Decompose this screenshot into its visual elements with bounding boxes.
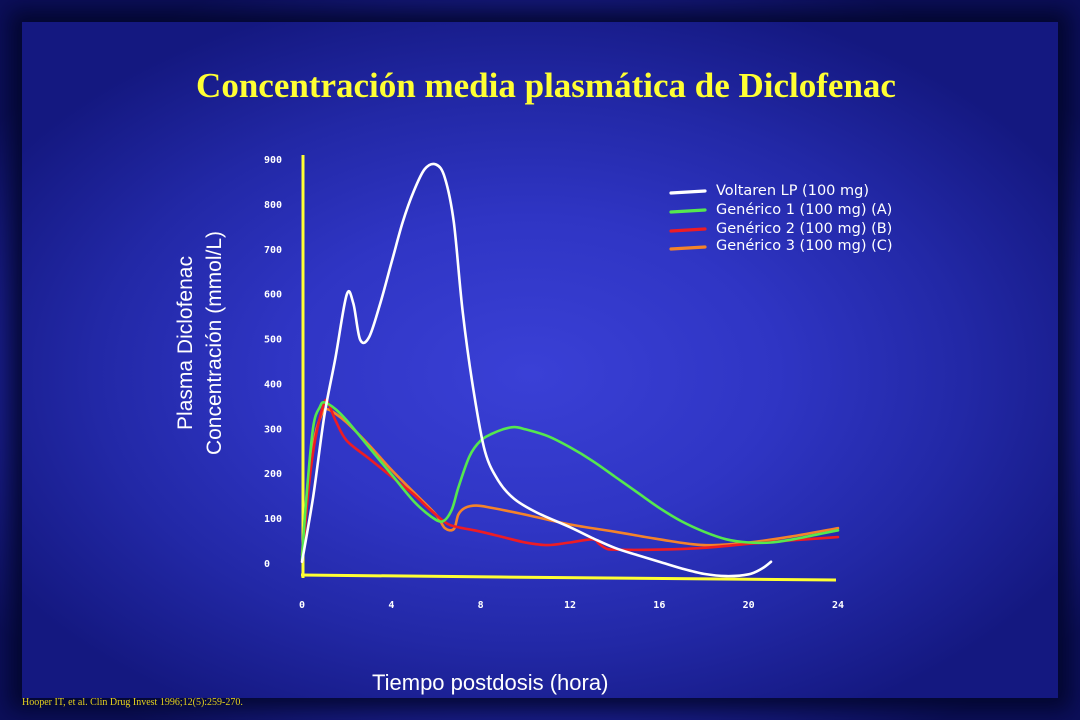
x-axis-label: Tiempo postdosis (hora) [372, 670, 609, 695]
y-tick-label: 900 [264, 155, 282, 166]
citation: Hooper IT, et al. Clin Drug Invest 1996;… [22, 697, 243, 708]
y-tick-label: 400 [264, 379, 282, 390]
series-line-3 [300, 398, 840, 564]
x-tick-labels: 0 4 8 12 16 20 24 [299, 600, 844, 611]
legend-entry-label: Genérico 2 (100 mg) (B) [716, 221, 892, 237]
legend-swatch [669, 227, 707, 233]
x-axis-line [300, 573, 837, 582]
y-tick-label: 600 [264, 290, 282, 301]
legend-swatch [669, 245, 707, 251]
y-tick-label: 300 [264, 424, 282, 435]
x-tick-label: 12 [564, 600, 576, 611]
chart-series [300, 162, 840, 578]
y-tick-labels: 0 100 200 300 400 500 600 700 800 900 [264, 155, 282, 570]
slide-title: Concentración media plasmática de Diclof… [196, 66, 896, 105]
y-tick-label: 0 [264, 559, 270, 570]
y-tick-label: 800 [264, 200, 282, 211]
chart-axes [300, 155, 837, 582]
x-tick-label: 4 [388, 600, 394, 611]
y-tick-label: 200 [264, 469, 282, 480]
y-tick-label: 700 [264, 245, 282, 256]
series-line-1 [300, 162, 773, 578]
legend-swatch [669, 189, 707, 195]
x-tick-label: 0 [299, 600, 305, 611]
legend-entry-label: Genérico 1 (100 mg) (A) [716, 202, 892, 218]
legend-entry-label: Voltaren LP (100 mg) [716, 183, 869, 199]
series-line-2 [300, 401, 840, 561]
slide-panel [22, 22, 1058, 698]
chart-legend: Voltaren LP (100 mg) Genérico 1 (100 mg) … [669, 183, 893, 254]
y-tick-label: 100 [264, 514, 282, 525]
x-tick-label: 24 [832, 600, 844, 611]
x-tick-label: 8 [478, 600, 484, 611]
y-tick-label: 500 [264, 335, 282, 346]
legend-entry-label: Genérico 3 (100 mg) (C) [716, 238, 893, 254]
x-tick-label: 16 [653, 600, 665, 611]
x-tick-label: 20 [743, 600, 755, 611]
legend-swatch [669, 208, 707, 214]
series-line-4 [300, 407, 840, 557]
